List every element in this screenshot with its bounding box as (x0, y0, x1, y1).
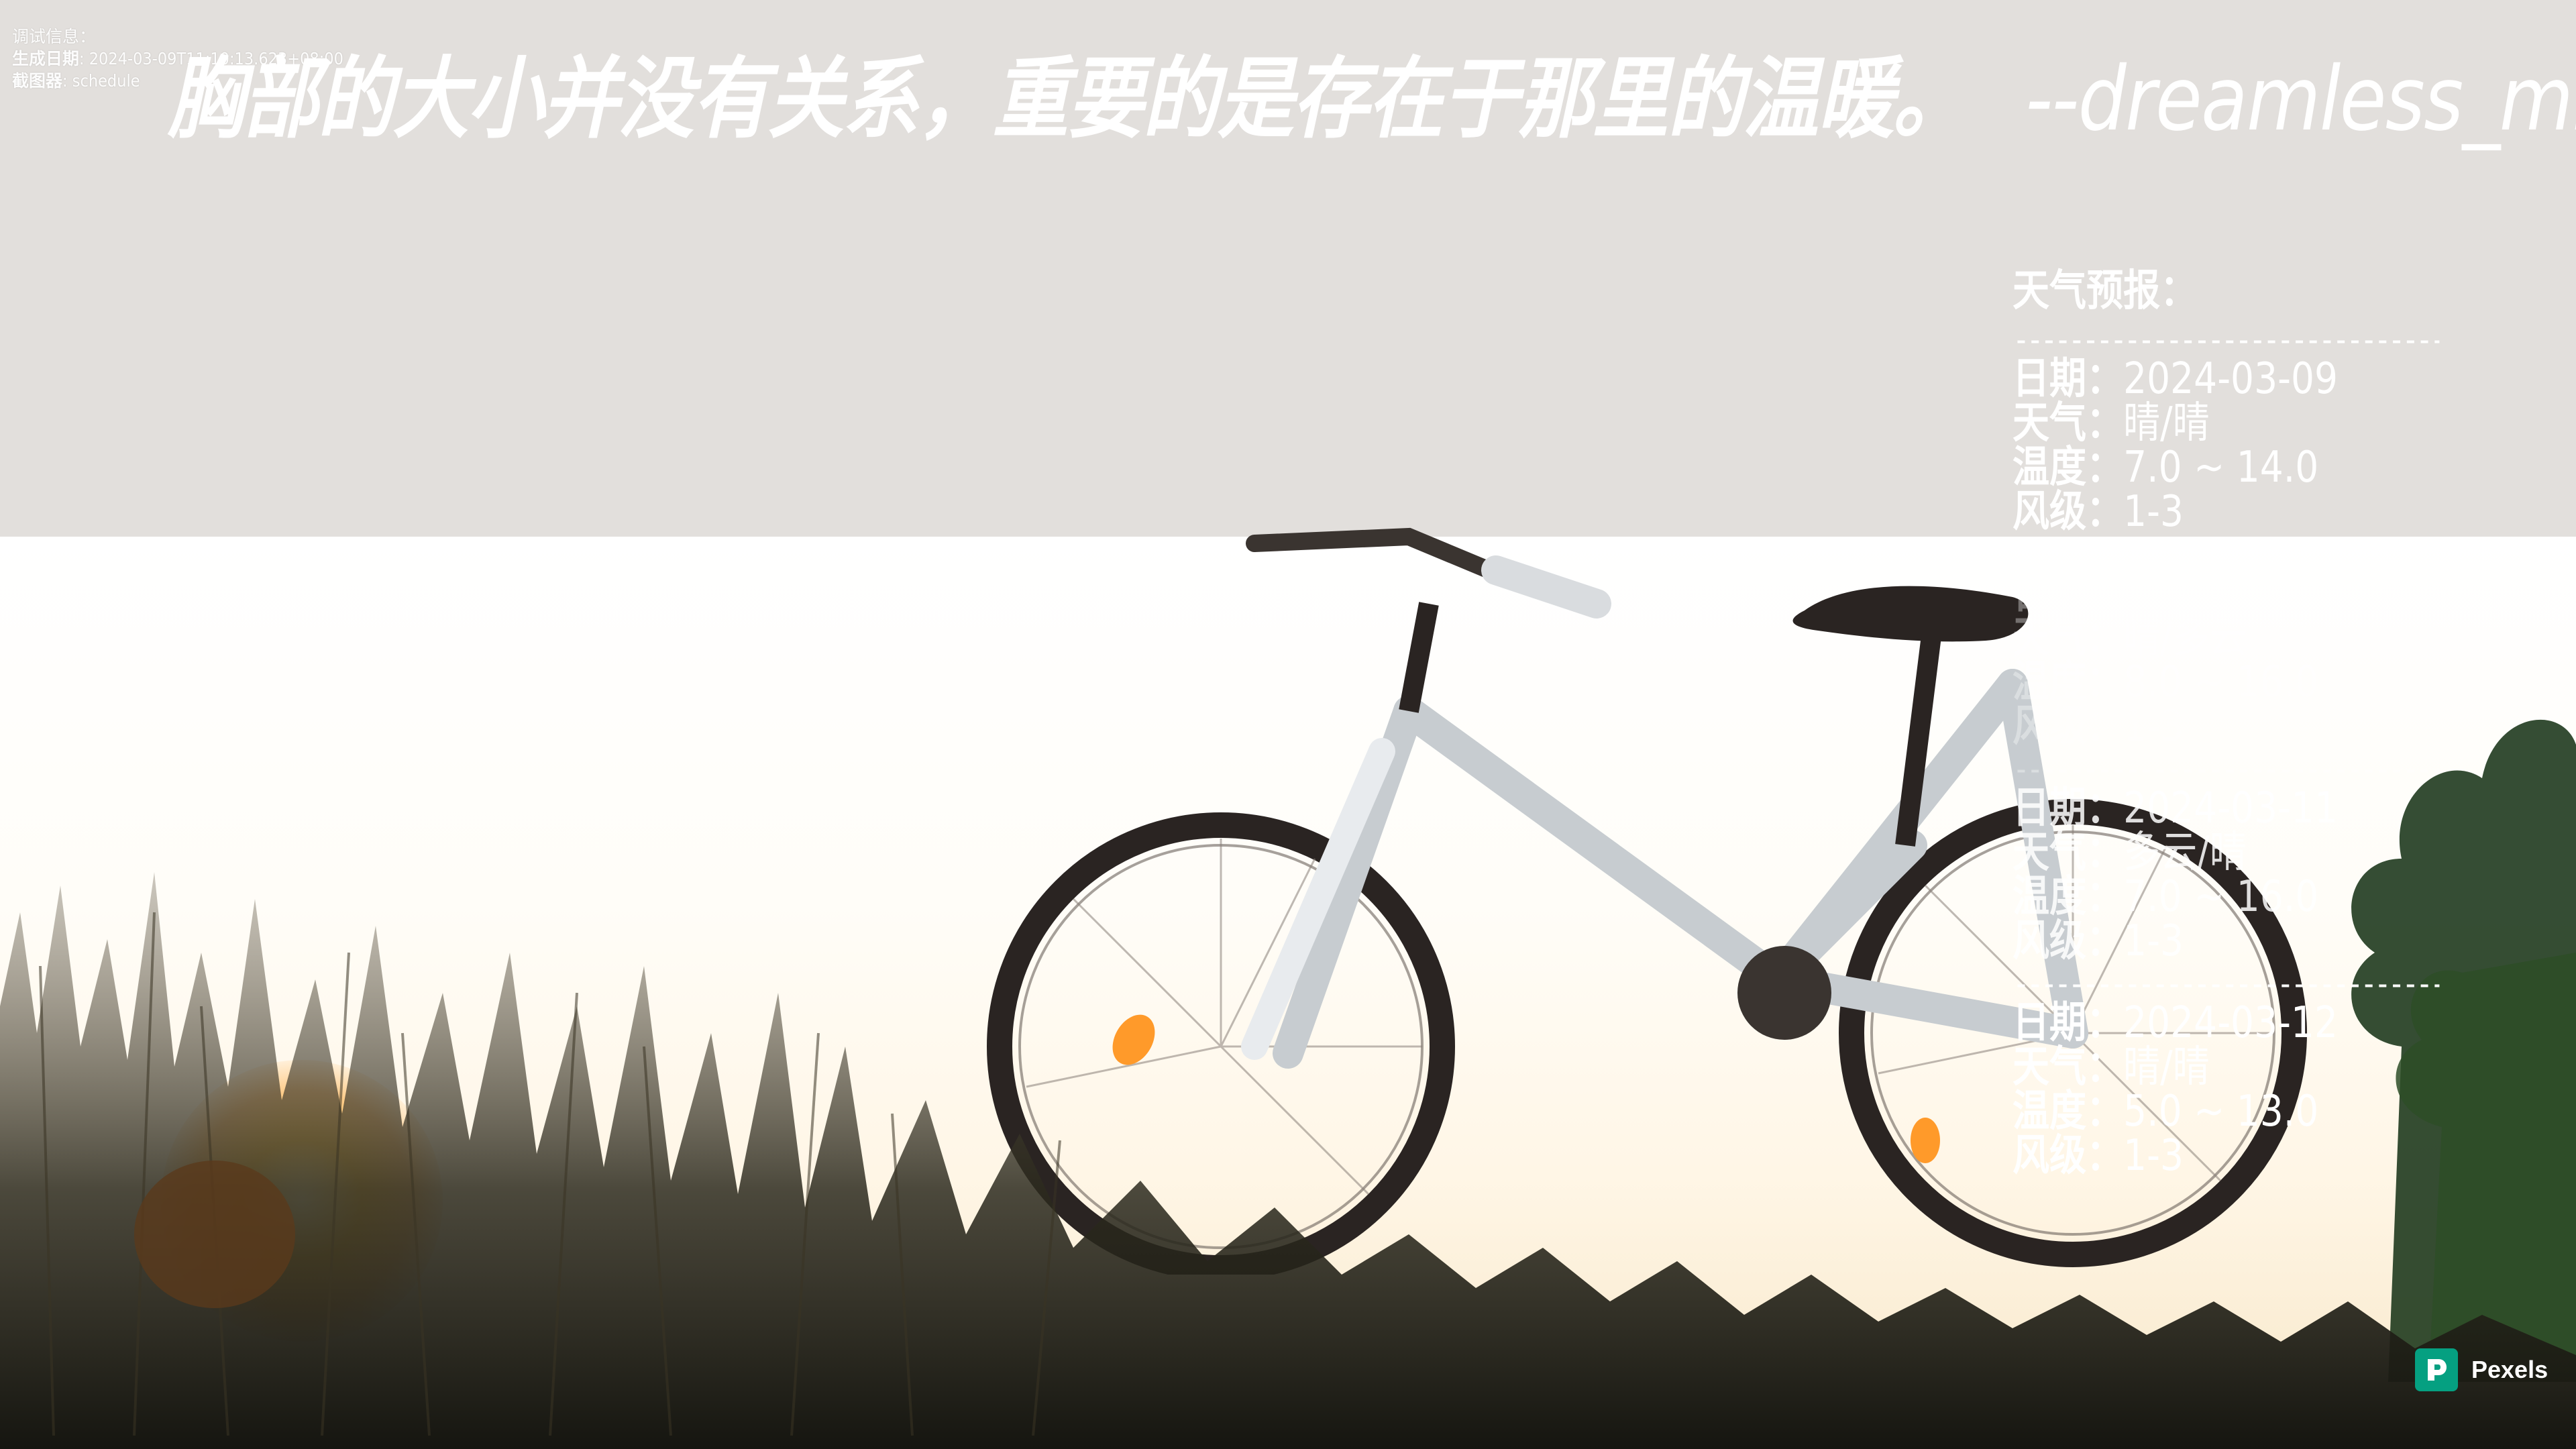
condition-label: 天气： (2012, 1042, 2124, 1092)
debug-info: 调试信息： 生成日期: 2024-03-09T11:10:13.623+08:0… (12, 25, 343, 92)
weather-wind-row: 风级：1-3 (2012, 490, 2387, 534)
temp-label: 温度： (2012, 443, 2124, 492)
debug-title: 调试信息： (12, 27, 97, 46)
date-label: 日期： (2012, 784, 2124, 833)
date-value: 2024-03-11 (2123, 784, 2338, 833)
weather-temp-row: 温度：7.0 ~ 14.0 (2012, 445, 2387, 490)
weather-wind-row: 风级：1-3 (2012, 919, 2387, 963)
date-label: 日期： (2012, 569, 2124, 619)
date-value: 2024-03-12 (2123, 998, 2338, 1048)
grass-silhouette (0, 872, 2576, 1449)
weather-divider: -------------------------------- (2012, 964, 2440, 997)
temp-value: 7.0 ~ 14.0 (2123, 443, 2319, 492)
condition-label: 天气： (2012, 613, 2124, 663)
wind-label: 风级： (2012, 916, 2124, 966)
weather-date-row: 日期：2024-03-12 (2012, 1001, 2387, 1045)
tree-silhouette (2351, 719, 2576, 1382)
weather-condition-row: 天气：晴/晴 (2012, 401, 2387, 445)
weather-temp-row: 温度：8.0 ~ 16.0 (2012, 660, 2387, 704)
weather-day-4: 日期：2024-03-12 天气：晴/晴 温度：5.0 ~ 13.0 风级：1-… (2012, 1001, 2387, 1178)
temp-label: 温度： (2012, 1087, 2124, 1136)
date-label: 日期： (2012, 354, 2124, 404)
weather-date-row: 日期：2024-03-09 (2012, 357, 2387, 401)
weather-forecast-panel: 天气预报： -------------------------------- 日… (2012, 263, 2439, 1178)
temp-value: 8.0 ~ 16.0 (2123, 657, 2319, 707)
temp-label: 温度： (2012, 657, 2124, 707)
debug-generated-value: 2024-03-09T11:10:13.623+08:00 (89, 49, 343, 68)
wind-value: 1-3 (2123, 702, 2184, 751)
weather-condition-row: 天气：多云/晴 (2012, 830, 2387, 875)
date-value: 2024-03-10 (2123, 569, 2338, 619)
weather-wind-row: 风级：1-3 (2012, 1134, 2387, 1178)
wind-label: 风级： (2012, 1131, 2124, 1181)
wind-label: 风级： (2012, 702, 2124, 751)
weather-divider: -------------------------------- (2012, 535, 2440, 568)
daily-quote: 胸部的大小并没有关系，重要的是存在于那里的温暖。 --dreamless_milk… (168, 39, 2576, 160)
weather-condition-row: 天气：晴/多云 (2012, 616, 2387, 660)
pexels-credit[interactable]: Pexels (2415, 1348, 2548, 1391)
condition-label: 天气： (2012, 398, 2124, 448)
weather-day-1: 日期：2024-03-09 天气：晴/晴 温度：7.0 ~ 14.0 风级：1-… (2012, 357, 2387, 534)
weather-title: 天气预报： (2012, 266, 2198, 316)
temp-value: 7.0 ~ 16.0 (2123, 872, 2319, 922)
debug-generated-label: 生成日期 (12, 49, 80, 68)
weather-wind-row: 风级：1-3 (2012, 704, 2387, 749)
wind-value: 1-3 (2123, 916, 2184, 966)
condition-value: 多云/晴 (2123, 828, 2247, 877)
wind-value: 1-3 (2123, 1131, 2184, 1181)
debug-browser-label: 截图器 (12, 71, 63, 91)
weather-condition-row: 天气：晴/晴 (2012, 1045, 2387, 1089)
weather-temp-row: 温度：5.0 ~ 13.0 (2012, 1089, 2387, 1134)
pexels-logo-icon (2415, 1348, 2458, 1391)
condition-label: 天气： (2012, 828, 2124, 877)
date-label: 日期： (2012, 998, 2124, 1048)
quote-text: 胸部的大小并没有关系，重要的是存在于那里的温暖。 (168, 48, 1969, 151)
date-value: 2024-03-09 (2123, 354, 2338, 404)
wind-label: 风级： (2012, 487, 2124, 537)
quote-author: --dreamless_milky (2025, 48, 2576, 151)
debug-generated-date: 生成日期: 2024-03-09T11:10:13.623+08:00 (12, 49, 343, 68)
condition-value: 晴/晴 (2123, 1042, 2210, 1092)
wind-value: 1-3 (2123, 487, 2184, 537)
weather-day-2: 日期：2024-03-10 天气：晴/多云 温度：8.0 ~ 16.0 风级：1… (2012, 572, 2387, 749)
temp-value: 5.0 ~ 13.0 (2123, 1087, 2319, 1136)
condition-value: 晴/晴 (2123, 398, 2210, 448)
debug-browser-value: schedule (72, 71, 140, 91)
weather-date-row: 日期：2024-03-11 (2012, 786, 2387, 830)
weather-date-row: 日期：2024-03-10 (2012, 572, 2387, 616)
weather-divider: -------------------------------- (2012, 320, 2440, 353)
weather-day-3: 日期：2024-03-11 天气：多云/晴 温度：7.0 ~ 16.0 风级：1… (2012, 786, 2387, 963)
weather-divider: -------------------------------- (2012, 749, 2440, 782)
temp-label: 温度： (2012, 872, 2124, 922)
condition-value: 晴/多云 (2123, 613, 2247, 663)
debug-browser: 截图器: schedule (12, 71, 140, 91)
weather-temp-row: 温度：7.0 ~ 16.0 (2012, 875, 2387, 919)
pexels-label: Pexels (2471, 1356, 2548, 1383)
